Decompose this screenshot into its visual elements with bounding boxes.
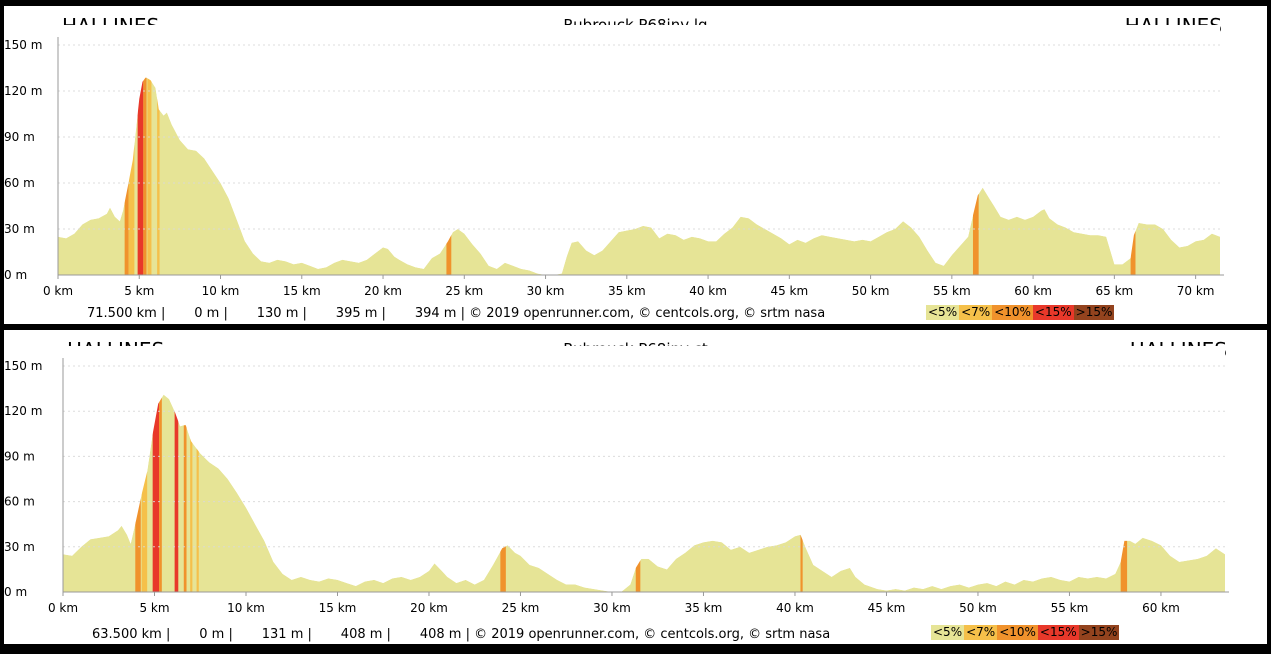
x-tick-label: 20 km (410, 601, 448, 615)
grade-band-lt15 (174, 411, 179, 592)
grade-band-lt10 (124, 181, 129, 275)
route-stats: 63.500 km | 0 m | 131 m | 408 m | 408 m … (92, 627, 831, 642)
elevation-chart-lg: 0 m 30 m 60 m 90 m 120 m 150 m 0 km 5 km 10 km 15… (4, 25, 1224, 298)
grade-band-lt7 (196, 448, 199, 592)
grade-band-lt10 (143, 77, 147, 275)
legend-lt10: <10% (992, 305, 1033, 320)
elevation-chart-ct: 0 m 30 m 60 m 90 m 120 m 150 m 0 km 5 km 10 km 15… (4, 346, 1229, 615)
x-tick-label: 25 km (502, 601, 540, 615)
route-stats: 71.500 km | 0 m | 130 m | 395 m | 394 m … (87, 306, 826, 321)
x-tick-label: 0 km (48, 601, 78, 615)
grade-band-lt10 (183, 425, 187, 592)
y-tick-label: 90 m (4, 130, 35, 144)
grade-band-lt7 (128, 144, 135, 275)
grade-band-lt15 (137, 80, 144, 276)
grade-band-lt10 (159, 397, 162, 592)
elevation-area (58, 77, 1220, 275)
grade-band-lt10 (1120, 540, 1128, 592)
grade-band-lt10 (446, 235, 452, 275)
y-tick-label: 30 m (4, 222, 35, 236)
grade-band-lt7 (147, 78, 152, 275)
x-tick-label: 55 km (933, 284, 971, 298)
profile-panel-lg: HALLINES Rubrouck P68inv lg HALLINES 0 m… (4, 6, 1267, 324)
x-tick-label: 50 km (852, 284, 890, 298)
legend-lt5: <5% (926, 305, 960, 320)
x-tick-label: 45 km (868, 601, 906, 615)
grade-band-lt10 (500, 546, 506, 592)
legend-lt7: <7% (959, 305, 993, 320)
elevation-area (63, 394, 1225, 592)
grade-band-lt10 (972, 193, 979, 275)
x-tick-label: 30 km (527, 284, 565, 298)
y-tick-label: 0 m (4, 585, 27, 599)
x-tick-label: 70 km (1177, 284, 1215, 298)
x-tick-label: 60 km (1142, 601, 1180, 615)
grade-band-lt15 (152, 402, 160, 592)
y-tick-label: 60 m (4, 176, 35, 190)
y-tick-label: 120 m (4, 84, 42, 98)
y-tick-label: 150 m (4, 38, 42, 52)
grade-band-lt10 (800, 534, 803, 592)
above-profile-mask (58, 25, 1220, 275)
x-tick-label: 5 km (124, 284, 154, 298)
x-tick-label: 25 km (445, 284, 483, 298)
x-tick-label: 10 km (227, 601, 265, 615)
legend-lt15: <15% (1037, 625, 1079, 640)
x-tick-label: 55 km (1051, 601, 1089, 615)
grade-band-lt7 (190, 438, 193, 592)
x-tick-label: 0 km (43, 284, 73, 298)
grade-band-lt7 (157, 98, 160, 276)
x-tick-label: 35 km (685, 601, 723, 615)
y-tick-label: 90 m (4, 449, 35, 463)
x-tick-label: 40 km (689, 284, 727, 298)
profile-panel-ct: HALLINES Rubrouck P68inv ct HALLINES 0 m… (4, 330, 1267, 644)
x-tick-label: 15 km (319, 601, 357, 615)
legend-lt5: <5% (931, 625, 965, 640)
y-tick-label: 120 m (4, 404, 42, 418)
x-tick-label: 35 km (608, 284, 646, 298)
y-tick-label: 150 m (4, 359, 42, 373)
legend-gt15: >15% (1073, 305, 1115, 320)
legend-gt15: >15% (1078, 625, 1120, 640)
x-tick-label: 5 km (139, 601, 169, 615)
grade-band-lt7 (141, 471, 148, 592)
x-tick-label: 45 km (770, 284, 808, 298)
legend-lt10: <10% (997, 625, 1038, 640)
legend-lt15: <15% (1032, 305, 1074, 320)
y-tick-label: 30 m (4, 540, 35, 554)
grade-band-lt10 (1130, 231, 1136, 275)
x-tick-label: 50 km (959, 601, 997, 615)
grade-legend: <5% <7% <10% <15% >15% (931, 625, 1120, 640)
y-tick-label: 60 m (4, 495, 35, 509)
legend-lt7: <7% (964, 625, 998, 640)
x-tick-label: 65 km (1095, 284, 1133, 298)
x-tick-label: 20 km (364, 284, 402, 298)
x-tick-label: 10 km (202, 284, 240, 298)
x-tick-label: 30 km (593, 601, 631, 615)
grade-band-lt10 (135, 498, 141, 592)
x-tick-label: 15 km (283, 284, 321, 298)
grade-band-lt10 (635, 560, 641, 592)
grade-legend: <5% <7% <10% <15% >15% (926, 305, 1115, 320)
above-profile-mask (63, 346, 1225, 592)
x-tick-label: 60 km (1014, 284, 1052, 298)
y-tick-label: 0 m (4, 268, 27, 282)
x-tick-label: 40 km (776, 601, 814, 615)
